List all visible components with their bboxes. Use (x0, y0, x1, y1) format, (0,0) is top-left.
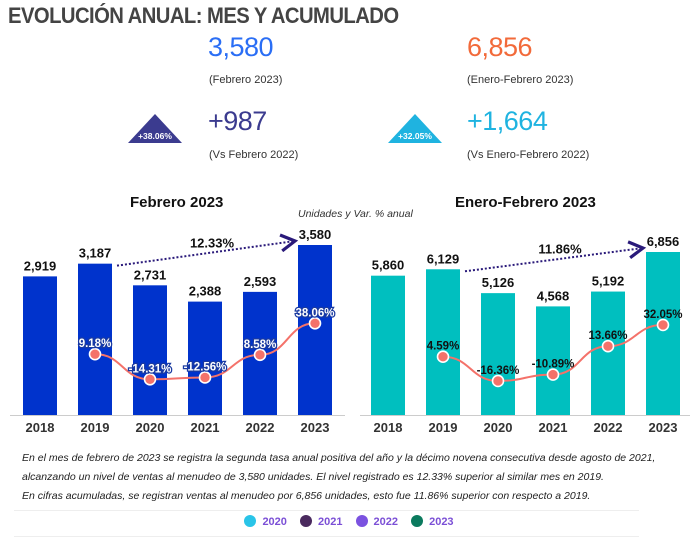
chart-title-ytd: Enero-Febrero 2023 (455, 194, 596, 211)
growth-point (253, 348, 267, 362)
note: En el mes de febrero de 2023 se registra… (22, 449, 655, 506)
ytd-diff-label: (Vs Enero-Febrero 2022) (467, 149, 590, 161)
ytd-value: 6,856 (467, 32, 533, 62)
x-tick-label: 2018 (26, 420, 55, 435)
growth-point (601, 339, 615, 353)
bar-2019 (426, 269, 460, 415)
legend-dot-icon (299, 515, 312, 527)
growth-label: 38.06% (295, 307, 334, 319)
legend-item-2020[interactable]: 2020 (244, 515, 287, 528)
divider (14, 536, 639, 537)
legend-label: 2020 (262, 516, 287, 528)
growth-label: -14.31% (129, 363, 172, 375)
legend-label: 2023 (429, 516, 454, 528)
bar-value-label: 5,860 (372, 258, 405, 273)
growth-label: -10.89% (532, 359, 575, 371)
month-value: 3,580 (208, 32, 274, 62)
charts: 2,919 2018 3,187 2019 2,731 2020 2,388 2021 2,59… (10, 227, 690, 435)
bar-value-label: 3,187 (79, 246, 112, 261)
legend-dot-icon (244, 515, 257, 527)
growth-label: 9.18% (79, 338, 112, 350)
month-pct-badge: +38.06% (138, 131, 172, 141)
growth-label: -12.56% (184, 361, 227, 373)
growth-point (491, 374, 505, 388)
x-tick-label: 2019 (81, 420, 110, 435)
comparison-label: 12.33% (190, 235, 235, 250)
bar-value-label: 2,593 (244, 274, 277, 289)
legend-item-2021[interactable]: 2021 (299, 515, 343, 528)
units-note: Unidades y Var. % anual (298, 208, 413, 220)
x-tick-label: 2023 (301, 420, 330, 435)
comparison-arrow (116, 233, 299, 267)
legend-item-2022[interactable]: 2022 (355, 515, 399, 528)
month-diff: +987 (208, 106, 267, 136)
bar-2021 (536, 306, 570, 415)
legend-dot-icon (411, 515, 424, 527)
bar-2020 (481, 293, 515, 415)
x-tick-label: 2018 (374, 420, 403, 435)
growth-point (198, 371, 212, 384)
comparison-arrow (464, 240, 647, 273)
bar-value-label: 3,580 (299, 227, 332, 242)
x-tick-label: 2019 (429, 420, 458, 435)
bar-value-label: 2,731 (134, 267, 167, 282)
x-tick-label: 2021 (191, 420, 220, 435)
bar-2018 (371, 275, 405, 415)
legend: 2020 2021 2022 2023 (0, 515, 698, 528)
legend-label: 2021 (317, 516, 343, 528)
x-tick-label: 2022 (594, 420, 623, 435)
x-tick-label: 2020 (136, 420, 165, 435)
bar-2021 (188, 301, 222, 415)
comparison-label: 11.86% (538, 242, 582, 257)
bar-value-label: 2,388 (189, 284, 222, 299)
legend-item-2023[interactable]: 2023 (411, 515, 454, 528)
up-triangle-icon (128, 114, 182, 143)
note-line: En el mes de febrero de 2023 se registra… (22, 452, 656, 464)
legend-label: 2022 (373, 516, 399, 528)
chart-title-month: Febrero 2023 (130, 194, 224, 211)
x-tick-label: 2023 (649, 420, 678, 435)
x-tick-label: 2022 (246, 420, 275, 435)
growth-point (143, 373, 157, 386)
legend-dot-icon (355, 515, 368, 527)
page-title: EVOLUCIÓN ANUAL: MES Y ACUMULADO (8, 3, 399, 28)
bar-value-label: 5,192 (592, 274, 625, 289)
growth-label: 13.66% (588, 330, 627, 342)
bar-2020 (133, 285, 167, 415)
bar-value-label: 6,129 (427, 251, 460, 266)
bar-2022 (591, 291, 625, 415)
growth-point (656, 318, 670, 332)
month-diff-label: (Vs Febrero 2022) (209, 149, 299, 161)
bar-value-label: 2,919 (24, 258, 57, 273)
x-tick-label: 2021 (539, 420, 568, 435)
growth-label: 32.05% (643, 309, 682, 321)
bar-2018 (23, 276, 57, 415)
growth-point (546, 368, 560, 381)
growth-label: 8.58% (244, 339, 277, 351)
up-triangle-icon (388, 114, 442, 143)
growth-label: -16.36% (477, 365, 520, 377)
bar-2023 (298, 245, 332, 415)
bar-value-label: 6,856 (647, 234, 680, 249)
growth-point (436, 350, 450, 363)
note-line: En cifras acumuladas, se registran venta… (22, 490, 591, 502)
bar-value-label: 4,568 (537, 288, 570, 303)
ytd-diff: +1,664 (467, 106, 548, 136)
x-tick-label: 2020 (484, 420, 513, 435)
divider (14, 510, 639, 511)
ytd-label: (Enero-Febrero 2023) (467, 74, 574, 86)
bar-2023 (646, 252, 680, 415)
bar-2019 (78, 263, 112, 415)
growth-point (308, 316, 322, 330)
ytd-pct-badge: +32.05% (398, 131, 432, 141)
bar-value-label: 5,126 (482, 275, 515, 290)
growth-point (88, 347, 102, 361)
growth-label: 4.59% (427, 341, 460, 353)
note-line: alcanzando un nivel de ventas al menudeo… (22, 471, 604, 483)
month-label: (Febrero 2023) (209, 74, 283, 86)
